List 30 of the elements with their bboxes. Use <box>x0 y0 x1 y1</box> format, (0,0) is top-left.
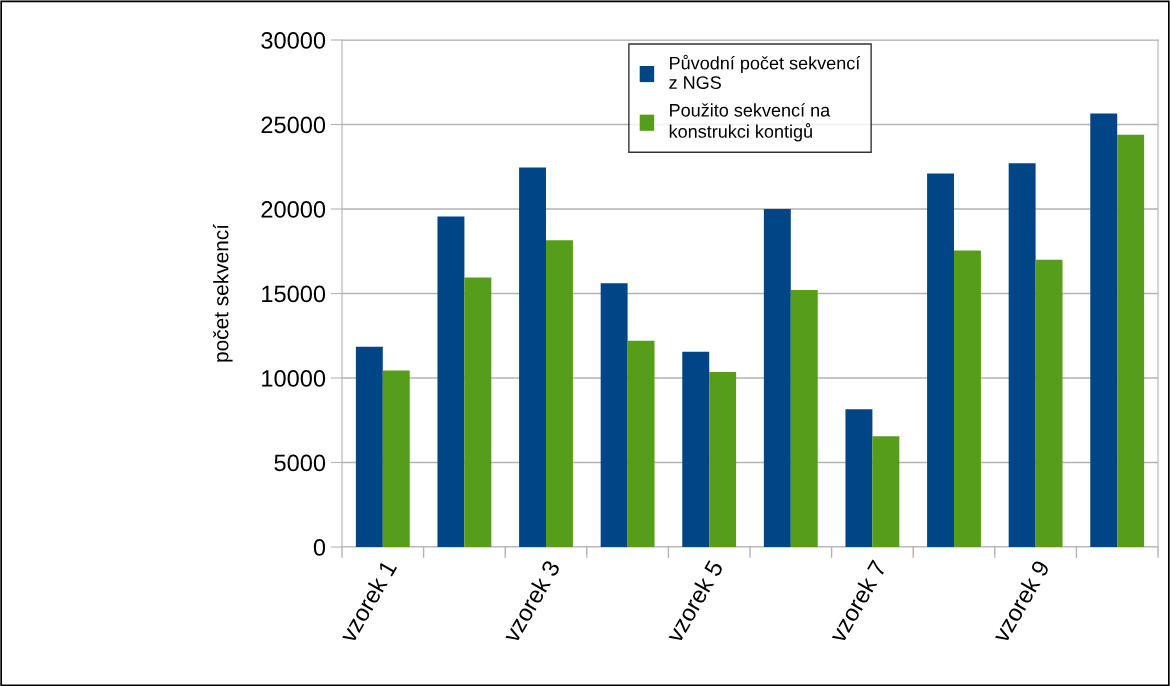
bar <box>382 370 410 547</box>
bar <box>1008 163 1036 547</box>
bar <box>464 277 492 547</box>
bar <box>763 209 791 547</box>
bar <box>437 216 465 547</box>
bar <box>1090 113 1118 547</box>
bar <box>872 436 900 547</box>
y-tick-label: 10000 <box>262 370 326 387</box>
y-axis-title: počet sekvencí <box>212 224 233 362</box>
bar <box>546 240 573 547</box>
legend-label: Původní počet sekvencí z NGS <box>669 54 861 89</box>
bar <box>1117 134 1145 547</box>
bar <box>790 290 818 547</box>
legend-label: Použito sekvencí na konstrukci kontigů <box>669 103 831 142</box>
bar <box>682 351 710 547</box>
bar <box>355 346 383 547</box>
bar <box>519 167 546 547</box>
y-tick-label: 5000 <box>274 454 326 472</box>
bar <box>600 283 628 547</box>
y-tick-label: 30000 <box>261 32 326 49</box>
bar <box>627 340 655 547</box>
y-tick-label: 0 <box>313 539 326 556</box>
y-tick-label: 25000 <box>261 116 326 134</box>
y-tick-label: 15000 <box>262 285 326 303</box>
bar <box>845 409 873 547</box>
bar <box>709 372 737 547</box>
y-tick-label: 20000 <box>261 201 326 218</box>
bar <box>1035 259 1063 547</box>
bar <box>927 173 954 547</box>
bar <box>954 250 981 547</box>
